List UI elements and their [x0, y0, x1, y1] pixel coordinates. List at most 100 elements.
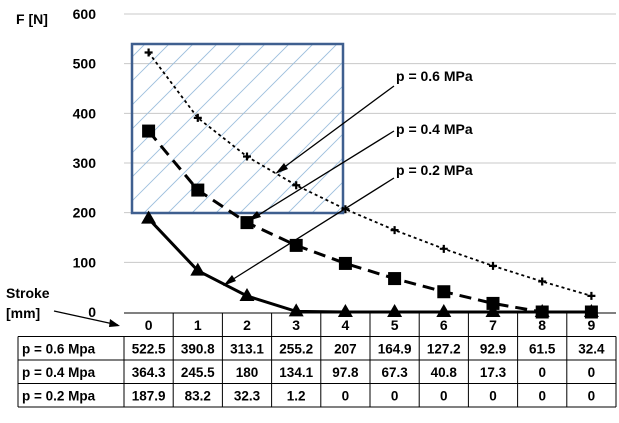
hatch-line [480, 44, 619, 213]
y-tick-label-0: 0 [88, 304, 96, 320]
hatch-line [132, 44, 266, 178]
annotation-arrow-p06 [278, 85, 395, 172]
point-0-8 [538, 277, 547, 286]
series-line-0 [147, 51, 592, 297]
series-layer [141, 48, 599, 319]
table-cell: 255.2 [279, 342, 313, 357]
y-tick-label-600: 600 [73, 6, 97, 22]
table-cell: 522.5 [132, 342, 166, 357]
table-cell: 40.8 [431, 365, 458, 380]
data-table: 0 1 2 3 4 5 6 7 8 9 p = 0.6 Mpa 522.5 390.8 313.1 255.… [17, 312, 617, 408]
annotation-arrowhead-p06 [275, 163, 288, 174]
table-cell: 180 [236, 365, 259, 380]
hatch-line [132, 44, 170, 82]
point-1-4 [338, 256, 352, 270]
x-tick-label-1: 1 [194, 317, 202, 333]
point-2-9 [583, 304, 599, 317]
table-cell: 245.5 [181, 365, 215, 380]
hatch-line [456, 44, 619, 213]
table-cell: 0 [538, 365, 546, 380]
table-cell: 32.4 [578, 342, 605, 357]
annotation-p04: p = 0.4 MPa [396, 121, 473, 137]
y-tick-label-500: 500 [73, 56, 97, 72]
table-row-label: p = 0.2 Mpa [22, 389, 96, 404]
x-tick-label-8: 8 [538, 317, 546, 333]
point-2-5 [387, 304, 403, 317]
y-tick-label-300: 300 [73, 155, 97, 171]
table-cell: 1.2 [287, 389, 306, 404]
table-cell: 127.2 [427, 342, 461, 357]
table-cell: 61.5 [529, 342, 556, 357]
table-row-label: p = 0.6 Mpa [22, 342, 96, 357]
table-cell: 0 [489, 389, 497, 404]
hatch-line [504, 44, 619, 213]
y-axis-ticks: 0 100 200 300 400 500 600 [73, 6, 97, 320]
point-1-1 [191, 183, 205, 197]
hatch-line [263, 133, 343, 213]
point-0-6 [439, 244, 448, 253]
table-cell: 83.2 [185, 389, 211, 404]
x-tick-label-5: 5 [391, 317, 399, 333]
table-row-label: p = 0.4 Mpa [22, 365, 96, 380]
point-0-9 [587, 291, 596, 300]
hatch-line [132, 44, 242, 154]
table-cell: 17.3 [480, 365, 507, 380]
point-0-2 [243, 152, 251, 161]
table-cell: 32.3 [234, 389, 261, 404]
point-0-3 [292, 181, 301, 190]
point-2-1 [190, 262, 206, 276]
x-tick-label-4: 4 [342, 317, 350, 333]
point-1-5 [388, 272, 402, 286]
x-axis-label-arrow [53, 310, 119, 326]
hatch-line [287, 157, 343, 213]
table-cell: 164.9 [378, 342, 412, 357]
gridlines [124, 13, 616, 263]
series-line-1 [147, 130, 592, 314]
hatched-region [132, 44, 619, 213]
point-2-8 [534, 304, 550, 317]
hatch-line [132, 44, 194, 106]
point-1-6 [437, 285, 451, 299]
x-tick-label-2: 2 [243, 317, 251, 333]
hatch-line [132, 44, 290, 202]
point-2-6 [436, 304, 452, 317]
table-cell: 0 [588, 389, 596, 404]
point-0-7 [489, 261, 497, 270]
x-tick-label-0: 0 [145, 317, 153, 333]
y-tick-label-400: 400 [73, 105, 97, 121]
table-cell: 67.3 [381, 365, 408, 380]
x-axis-label-line1: Stroke [6, 285, 50, 301]
point-2-7 [485, 304, 501, 317]
point-2-0 [141, 210, 157, 224]
table-cell: 187.9 [132, 389, 166, 404]
table-cell: 0 [440, 389, 448, 404]
y-tick-label-100: 100 [73, 254, 97, 270]
annotation-p02: p = 0.2 MPa [396, 162, 473, 178]
table-cell: 0 [391, 389, 399, 404]
point-0-0 [144, 48, 153, 57]
table-cell: 313.1 [230, 342, 264, 357]
hatch-line [191, 61, 343, 213]
hatched-region-border [130, 42, 345, 215]
point-1-0 [142, 124, 156, 138]
point-0-1 [193, 113, 202, 122]
hatch-line [143, 44, 314, 213]
x-tick-label-9: 9 [588, 317, 596, 333]
table-cell: 134.1 [279, 365, 313, 380]
table-cell: 97.8 [332, 365, 359, 380]
x-tick-label-7: 7 [489, 317, 497, 333]
hatch-line [528, 44, 619, 213]
y-axis-label: F [N] [16, 11, 48, 27]
table-cell: 92.9 [480, 342, 506, 357]
table-cell: 0 [342, 389, 350, 404]
annotation-arrow-p04 [251, 130, 395, 220]
annotation-arrowhead-p02 [223, 275, 236, 286]
annotation-arrow-p02 [226, 177, 395, 284]
point-2-4 [337, 304, 353, 317]
x-tick-label-3: 3 [292, 317, 300, 333]
x-axis-label-line2: [mm] [6, 305, 40, 321]
annotation-p06: p = 0.6 MPa [396, 68, 473, 84]
table-cell: 0 [538, 389, 546, 404]
annotation-arrowhead-p04 [248, 211, 261, 221]
